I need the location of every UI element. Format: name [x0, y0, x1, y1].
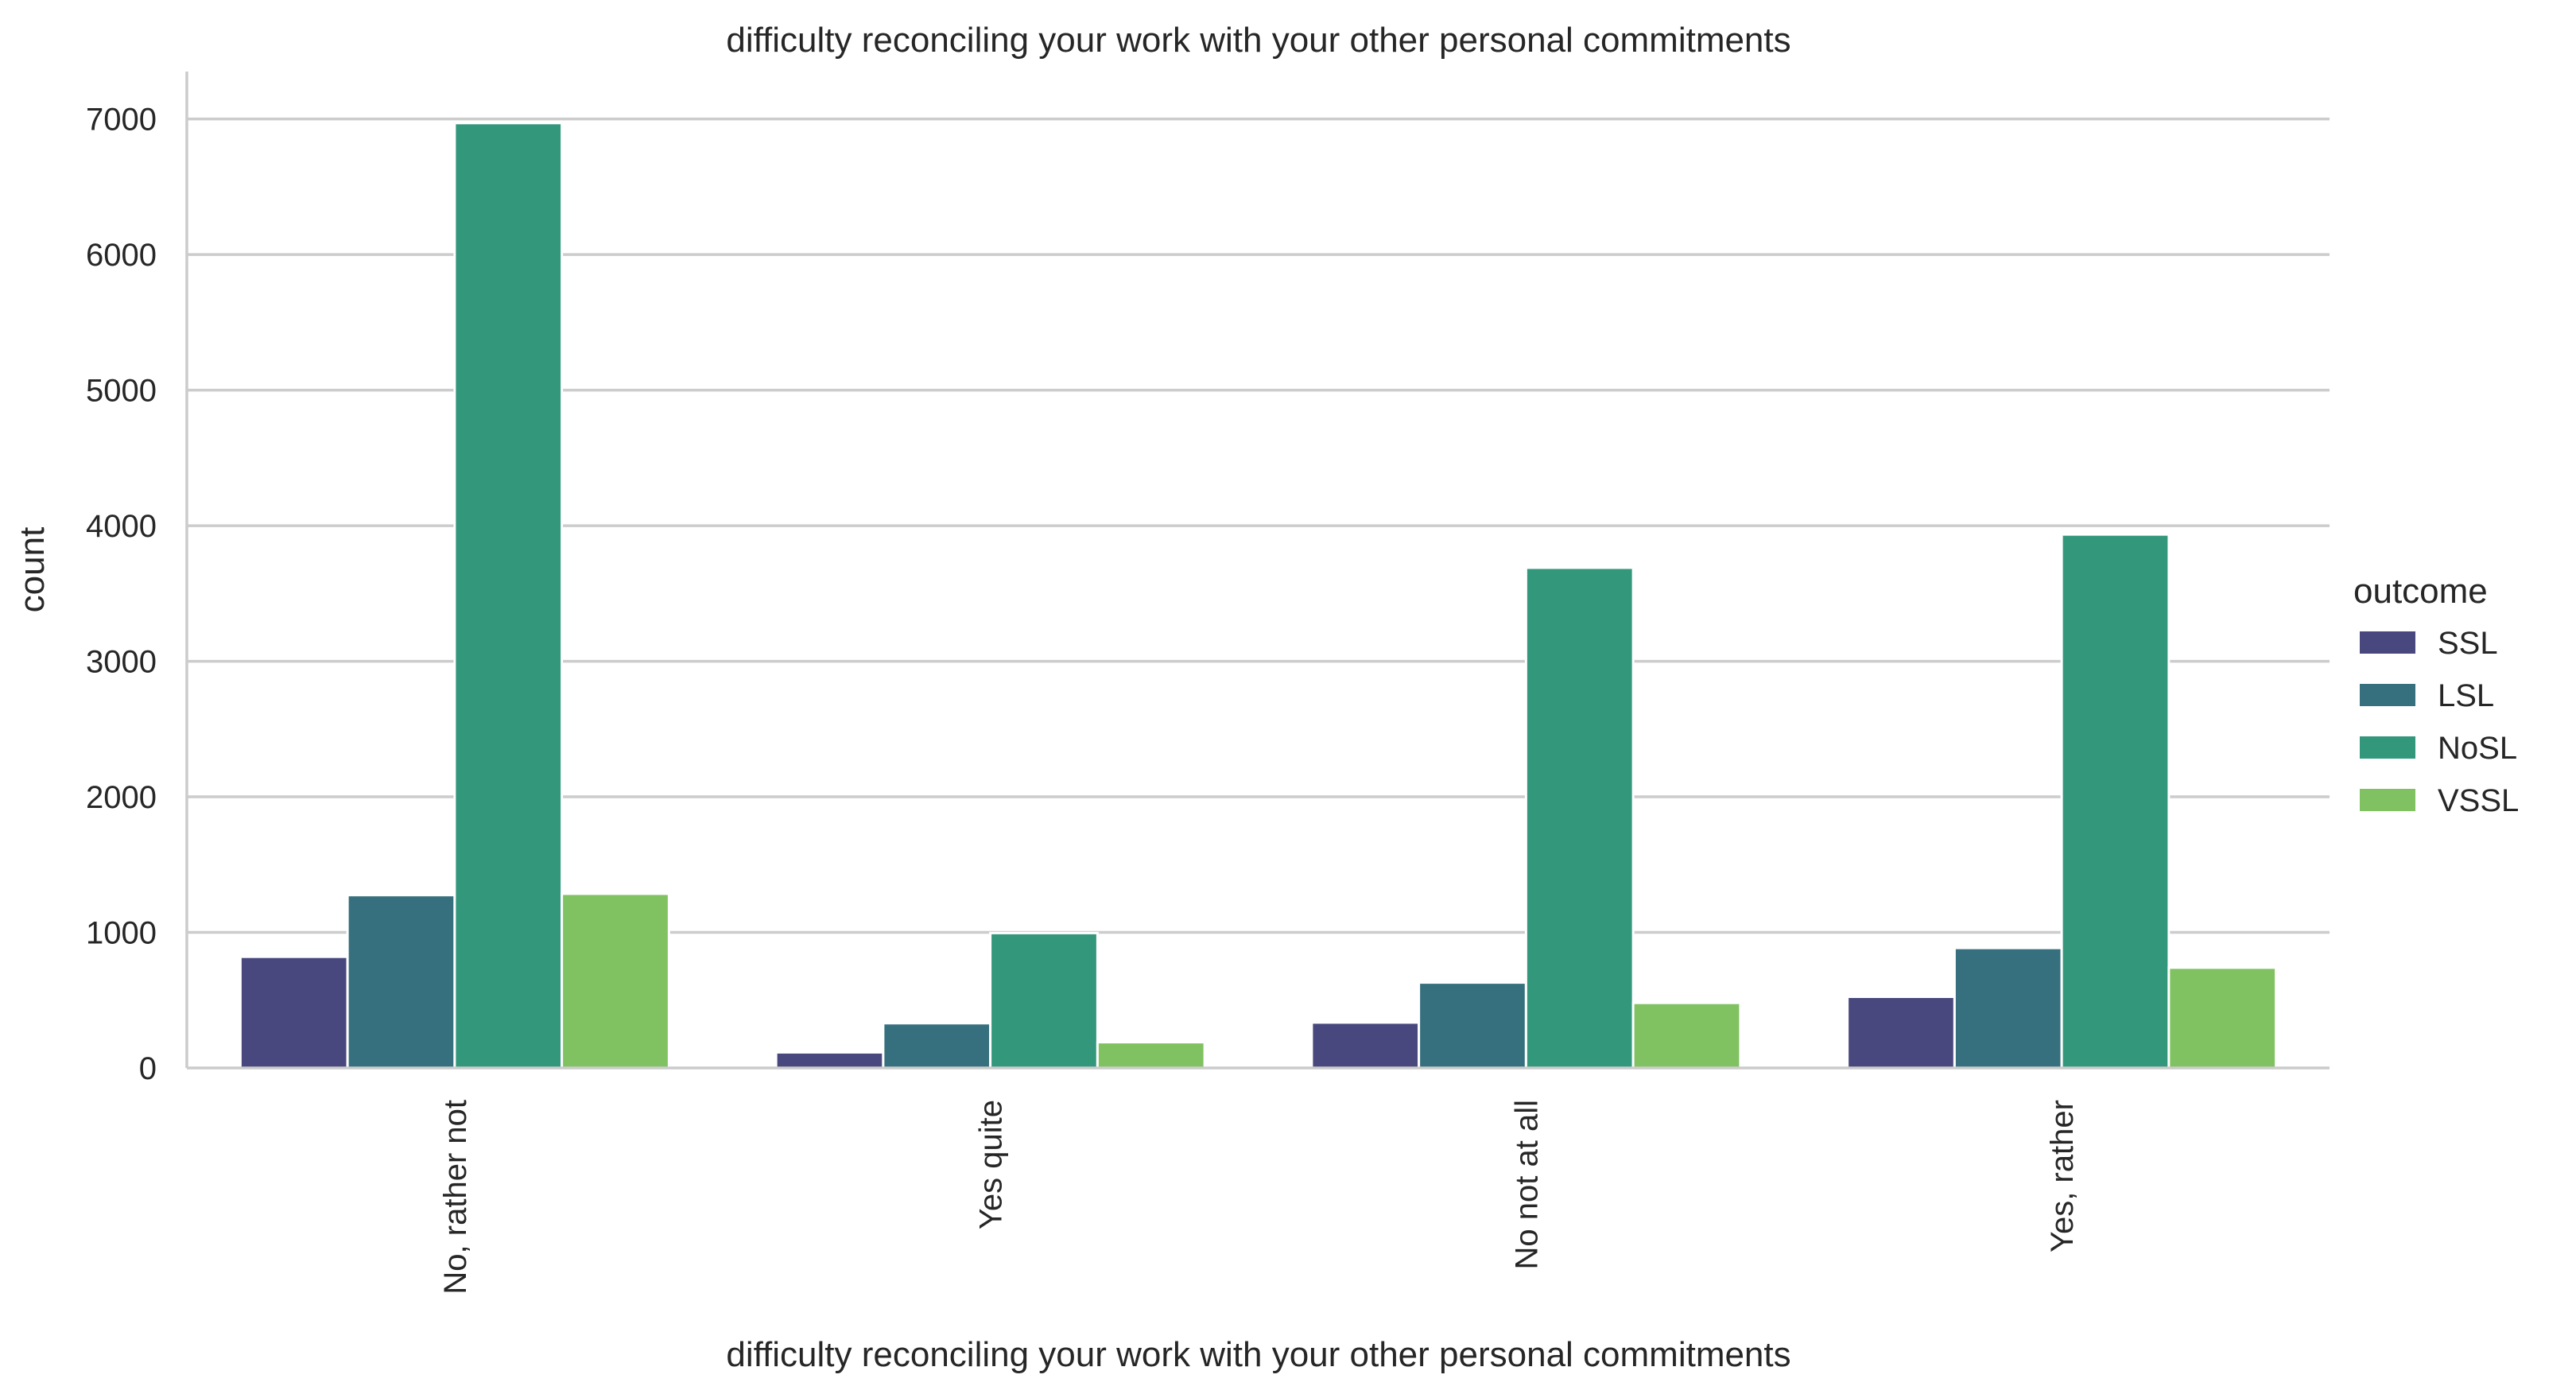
bar-vssl-2 [1631, 1001, 1742, 1070]
legend-swatch-ssl [2360, 631, 2415, 654]
chart-title: difficulty reconciling your work with yo… [726, 21, 1790, 60]
bar-ssl-2 [1310, 1021, 1421, 1070]
x-tick-label: Yes quite [974, 1100, 1009, 1229]
bar-nosl-1 [989, 931, 1099, 1070]
bars [239, 122, 2278, 1070]
legend: outcome SSL LSL NoSL VSSL [2353, 572, 2519, 818]
y-tick-label: 6000 [86, 238, 157, 273]
x-tick-label: No not at all [1509, 1100, 1544, 1269]
y-tick-label: 7000 [86, 103, 157, 138]
y-tick-label: 4000 [86, 509, 157, 544]
y-tick-label: 5000 [86, 374, 157, 409]
bar-vssl-0 [561, 892, 670, 1070]
y-tick-label: 1000 [86, 916, 157, 951]
legend-swatch-vssl [2360, 789, 2415, 811]
y-tick-label: 0 [139, 1051, 157, 1086]
legend-label-lsl: LSL [2438, 678, 2494, 713]
bar-nosl-2 [1524, 566, 1635, 1070]
legend-swatch-nosl [2360, 736, 2415, 759]
bar-vssl-1 [1096, 1041, 1206, 1070]
legend-swatch-lsl [2360, 684, 2415, 706]
y-tick-labels: 0 1000 2000 3000 4000 5000 6000 7000 [86, 103, 157, 1086]
legend-title: outcome [2353, 572, 2488, 611]
legend-label-nosl: NoSL [2438, 731, 2517, 766]
x-tick-label: Yes, rather [2045, 1100, 2080, 1252]
bar-ssl-3 [1846, 996, 1956, 1070]
x-tick-label: No, rather not [438, 1100, 473, 1295]
x-tick-labels: No, rather not Yes quite No not at all Yes,… [438, 1100, 2080, 1295]
legend-label-vssl: VSSL [2438, 783, 2519, 818]
y-tick-label: 3000 [86, 645, 157, 680]
y-axis-label: count [13, 527, 52, 613]
bar-vssl-3 [2167, 966, 2278, 1070]
bar-lsl-2 [1418, 981, 1527, 1070]
x-axis-label: difficulty reconciling your work with yo… [726, 1335, 1790, 1374]
bar-nosl-3 [2060, 533, 2171, 1070]
bar-ssl-0 [239, 955, 349, 1070]
bar-lsl-1 [882, 1022, 992, 1070]
bar-nosl-0 [453, 122, 564, 1070]
y-tick-label: 2000 [86, 780, 157, 815]
bar-ssl-1 [774, 1050, 885, 1070]
bar-lsl-3 [1953, 946, 2063, 1070]
legend-label-ssl: SSL [2438, 626, 2498, 661]
bar-lsl-0 [346, 894, 456, 1070]
